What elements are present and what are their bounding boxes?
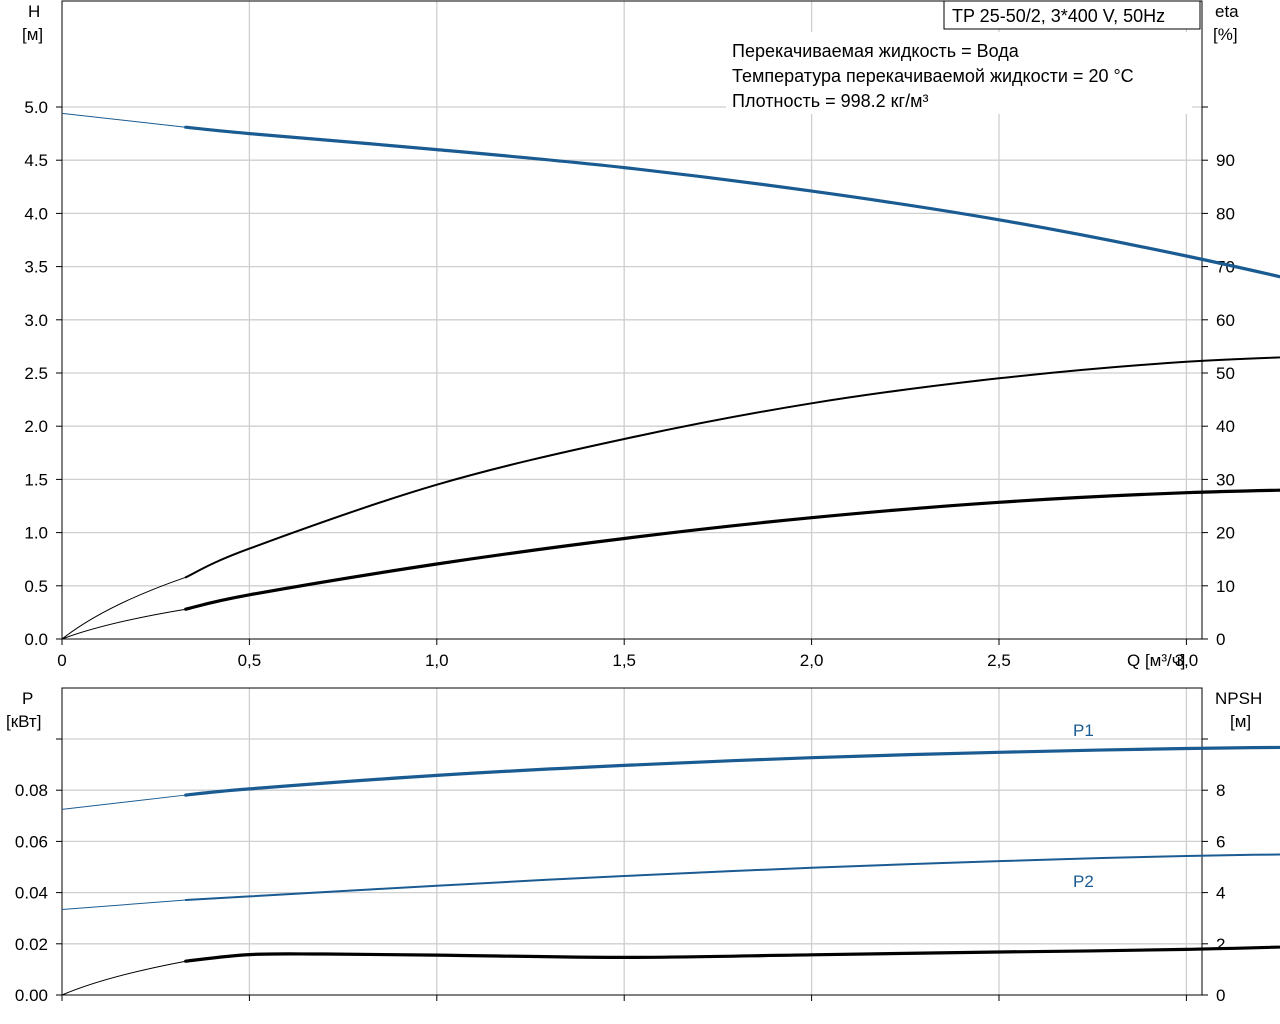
series-extension-line <box>61 112 186 128</box>
left-axis-tick-label: 0.02 <box>15 935 48 954</box>
top-right-axis-label: eta <box>1215 2 1239 21</box>
series-extension-line <box>61 899 186 910</box>
left-axis-tick-label: 1.0 <box>24 524 48 543</box>
right-axis-tick-label: 10 <box>1216 577 1235 596</box>
right-axis-tick-label: 0 <box>1216 986 1225 1005</box>
annotation-box-bg <box>726 32 1192 114</box>
left-axis-tick-label: 3.5 <box>24 258 48 277</box>
top-left-axis-label: H <box>28 2 40 21</box>
left-axis-tick-label: 2.0 <box>24 417 48 436</box>
right-axis-tick-label: 4 <box>1216 884 1225 903</box>
p1-curve <box>184 745 1280 797</box>
x-axis-tick-label: 1,0 <box>425 651 449 670</box>
top-right-axis-unit: [%] <box>1213 25 1238 44</box>
x-axis-tick-label: 2,5 <box>987 651 1011 670</box>
x-axis-label: Q [м³/ч] <box>1127 651 1185 670</box>
right-axis-tick-label: 90 <box>1216 151 1235 170</box>
series-curve-0-1 <box>184 356 1280 579</box>
x-axis-tick-label: 0,5 <box>238 651 262 670</box>
bottom-left-axis-unit: [кВт] <box>6 712 41 731</box>
annotation-liquid: Перекачиваемая жидкость = Вода <box>732 41 1020 61</box>
annotation-density: Плотность = 998.2 кг/м³ <box>732 91 928 111</box>
left-axis-tick-label: 1.5 <box>24 470 48 489</box>
left-axis-tick-label: 0.08 <box>15 781 48 800</box>
bottom-chart-ticks: 0.00 0.02 0.04 0.06 0.08 0 2 4 6 8 <box>15 738 1225 1005</box>
right-axis-tick-label: 2 <box>1216 935 1225 954</box>
left-axis-tick-label: 0.04 <box>15 884 48 903</box>
x-axis-tick-label: 0 <box>57 651 66 670</box>
left-axis-tick-label: 2.5 <box>24 364 48 383</box>
right-axis-tick-label: 8 <box>1216 781 1225 800</box>
p1-series-label: P1 <box>1073 721 1094 740</box>
left-axis-tick-label: 5.0 <box>24 98 48 117</box>
series-curve-1-2 <box>184 945 1280 963</box>
series-extension-line <box>61 608 186 640</box>
bottom-right-axis-label: NPSH <box>1215 689 1262 708</box>
series-extension-line <box>61 794 186 810</box>
x-axis-tick-label: 3,0 <box>1175 651 1199 670</box>
left-axis-tick-label: 3.0 <box>24 311 48 330</box>
left-axis-tick-label: 0.0 <box>24 630 48 649</box>
series-curve-0-2 <box>184 488 1280 611</box>
left-axis-tick-label: 0.00 <box>15 986 48 1005</box>
right-axis-tick-label: 20 <box>1216 524 1235 543</box>
bottom-chart-series <box>61 745 1280 996</box>
left-axis-tick-label: 4.5 <box>24 151 48 170</box>
bottom-left-axis-label: P <box>22 689 33 708</box>
right-axis-tick-label: 40 <box>1216 417 1235 436</box>
right-axis-tick-label: 30 <box>1216 470 1235 489</box>
series-extension-line <box>61 576 186 640</box>
annotation-temperature: Температура перекачиваемой жидкости = 20… <box>732 66 1134 86</box>
left-axis-tick-label: 0.06 <box>15 832 48 851</box>
series-curve-0-0 <box>184 125 1280 279</box>
x-axis-tick-label: 1,5 <box>612 651 636 670</box>
top-left-axis-unit: [м] <box>22 25 43 44</box>
left-axis-tick-label: 0.5 <box>24 577 48 596</box>
top-chart-ticks: 0.0 0.5 1.0 1.5 2.0 2.5 3.0 3.5 4.0 4.5 5.0 0 10 20 30… <box>24 98 1235 670</box>
series-extension-line <box>61 960 186 996</box>
right-axis-tick-label: 0 <box>1216 630 1225 649</box>
right-axis-tick-label: 60 <box>1216 311 1235 330</box>
bottom-right-axis-unit: [м] <box>1230 712 1251 731</box>
x-axis-tick-label: 2,0 <box>800 651 824 670</box>
left-axis-tick-label: 4.0 <box>24 204 48 223</box>
p2-curve <box>184 853 1280 901</box>
right-axis-tick-label: 6 <box>1216 832 1225 851</box>
bottom-chart-grid <box>62 688 1202 995</box>
p2-series-label: P2 <box>1073 872 1094 891</box>
chart-title: TP 25-50/2, 3*400 V, 50Hz <box>952 6 1165 26</box>
title-box <box>943 0 1201 30</box>
right-axis-tick-label: 50 <box>1216 364 1235 383</box>
right-axis-tick-label: 80 <box>1216 204 1235 223</box>
top-chart-series <box>61 112 1280 640</box>
